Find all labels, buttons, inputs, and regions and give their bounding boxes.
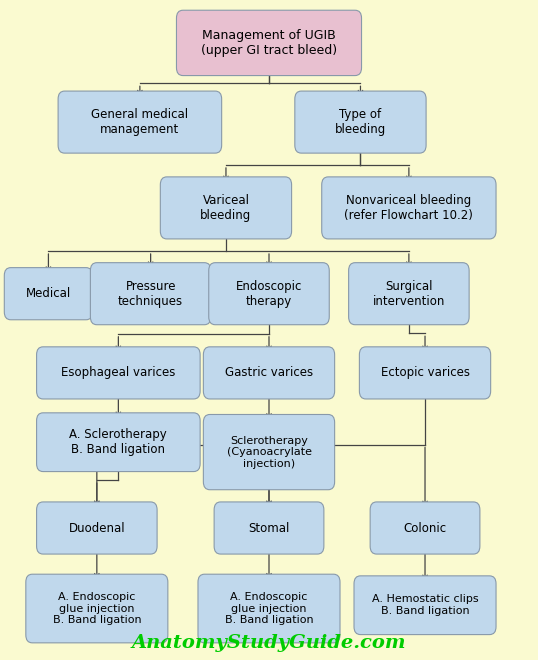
FancyBboxPatch shape <box>58 91 222 153</box>
FancyBboxPatch shape <box>203 347 335 399</box>
FancyBboxPatch shape <box>176 11 362 75</box>
Text: Duodenal: Duodenal <box>68 521 125 535</box>
FancyBboxPatch shape <box>37 413 200 471</box>
Text: Ectopic varices: Ectopic varices <box>380 366 470 379</box>
FancyBboxPatch shape <box>26 574 168 643</box>
FancyBboxPatch shape <box>209 263 329 325</box>
FancyBboxPatch shape <box>354 576 496 635</box>
Text: Type of
bleeding: Type of bleeding <box>335 108 386 136</box>
FancyBboxPatch shape <box>37 502 157 554</box>
FancyBboxPatch shape <box>90 263 211 325</box>
Text: Variceal
bleeding: Variceal bleeding <box>200 194 252 222</box>
Text: A. Sclerotherapy
B. Band ligation: A. Sclerotherapy B. Band ligation <box>69 428 167 456</box>
FancyBboxPatch shape <box>203 414 335 490</box>
Text: Gastric varices: Gastric varices <box>225 366 313 379</box>
Text: Esophageal varices: Esophageal varices <box>61 366 175 379</box>
FancyBboxPatch shape <box>198 574 340 643</box>
Text: Sclerotherapy
(Cyanoacrylate
injection): Sclerotherapy (Cyanoacrylate injection) <box>226 436 312 469</box>
Text: AnatomyStudyGuide.com: AnatomyStudyGuide.com <box>132 634 406 652</box>
FancyBboxPatch shape <box>214 502 324 554</box>
Text: Pressure
techniques: Pressure techniques <box>118 280 183 308</box>
FancyBboxPatch shape <box>160 177 292 239</box>
Text: Surgical
intervention: Surgical intervention <box>373 280 445 308</box>
Text: Colonic: Colonic <box>404 521 447 535</box>
FancyBboxPatch shape <box>322 177 496 239</box>
FancyBboxPatch shape <box>37 347 200 399</box>
Text: A. Hemostatic clips
B. Band ligation: A. Hemostatic clips B. Band ligation <box>372 595 478 616</box>
Text: A. Endoscopic
glue injection
B. Band ligation: A. Endoscopic glue injection B. Band lig… <box>225 592 313 625</box>
Text: Management of UGIB
(upper GI tract bleed): Management of UGIB (upper GI tract bleed… <box>201 29 337 57</box>
Text: A. Endoscopic
glue injection
B. Band ligation: A. Endoscopic glue injection B. Band lig… <box>53 592 141 625</box>
Text: Nonvariceal bleeding
(refer Flowchart 10.2): Nonvariceal bleeding (refer Flowchart 10… <box>344 194 473 222</box>
FancyBboxPatch shape <box>295 91 426 153</box>
FancyBboxPatch shape <box>359 347 491 399</box>
Text: General medical
management: General medical management <box>91 108 188 136</box>
FancyBboxPatch shape <box>370 502 480 554</box>
FancyBboxPatch shape <box>4 268 93 319</box>
Text: Endoscopic
therapy: Endoscopic therapy <box>236 280 302 308</box>
Text: Stomal: Stomal <box>249 521 289 535</box>
Text: Medical: Medical <box>26 287 71 300</box>
FancyBboxPatch shape <box>349 263 469 325</box>
